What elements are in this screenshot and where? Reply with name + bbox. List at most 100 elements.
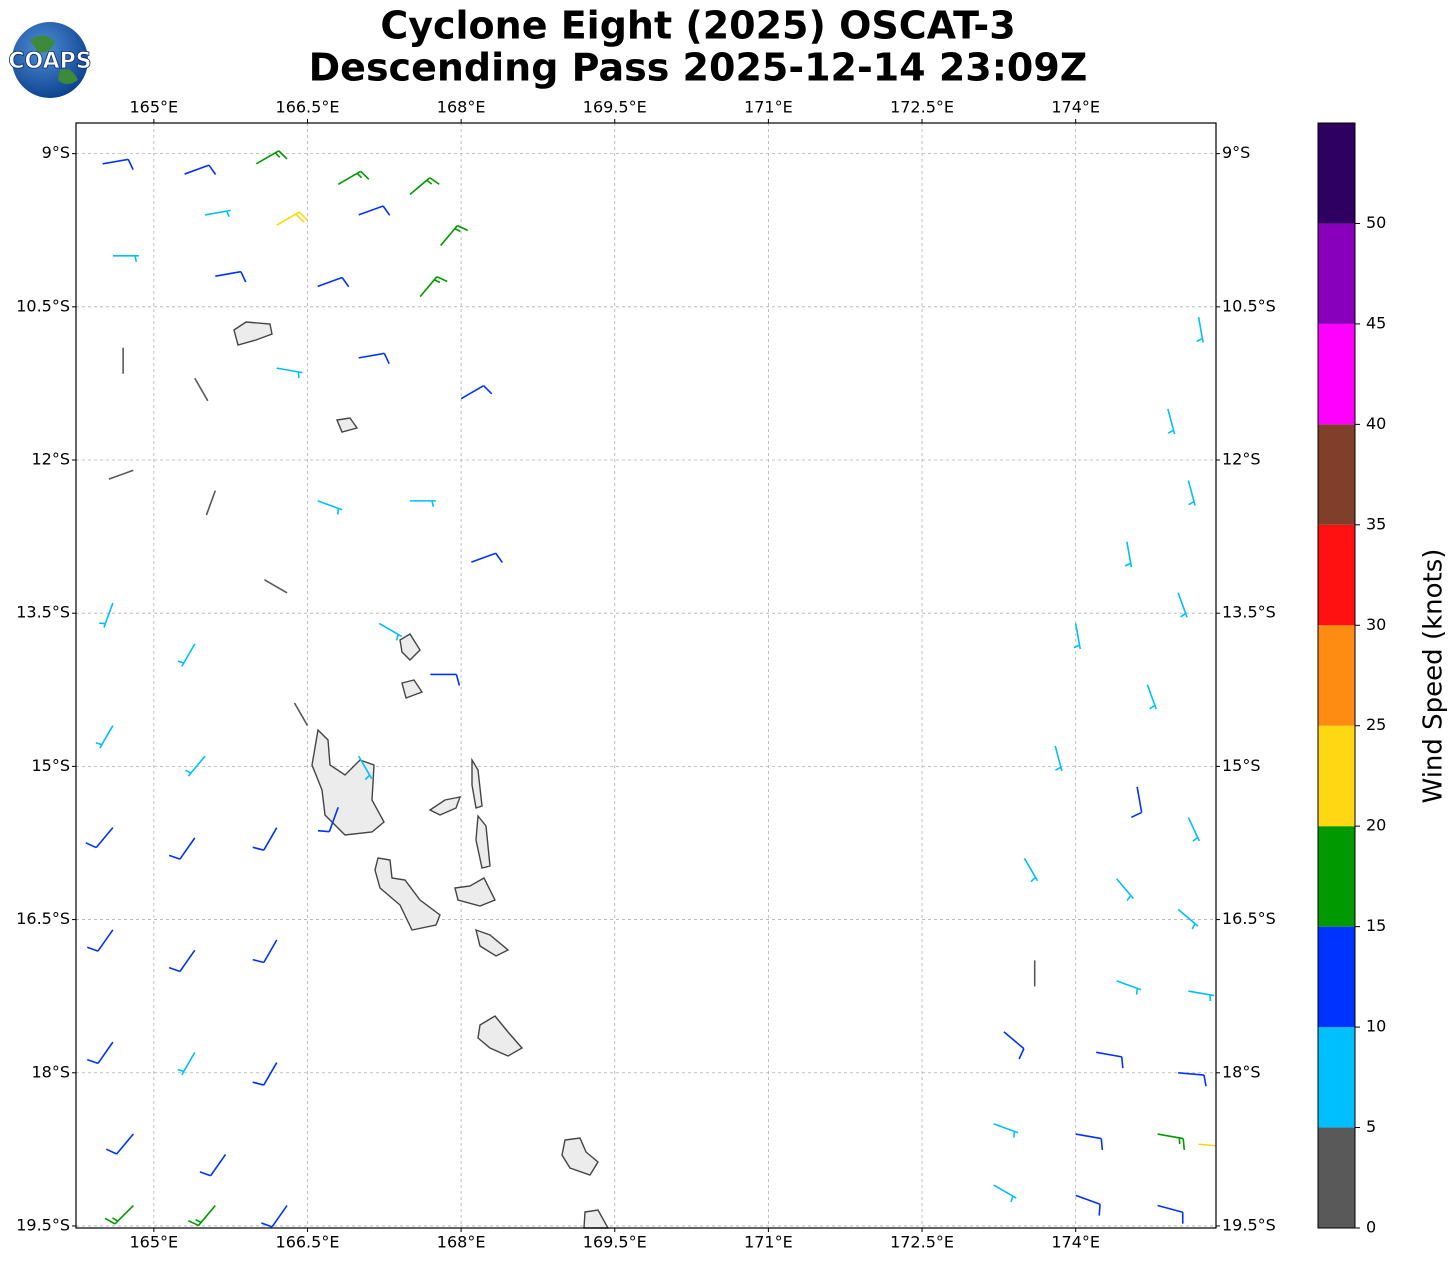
colorbar-tick-label: 25: [1366, 715, 1386, 734]
wind-barb: [85, 827, 114, 849]
y-tick-label: 9°S: [42, 143, 70, 162]
wind-barb: [105, 1133, 134, 1155]
wind-barb: [255, 150, 288, 165]
wind-barb: [378, 622, 403, 641]
wind-barb: [168, 837, 196, 860]
wind-barb: [1187, 817, 1201, 842]
x-tick-label: 172.5°E: [890, 98, 954, 117]
x-tick-label: 172.5°E: [890, 1233, 954, 1252]
x-tick-label: 169.5°E: [583, 98, 647, 117]
x-tick-label: 171°E: [744, 1233, 793, 1252]
wind-barb: [1178, 1071, 1207, 1087]
y-tick-label: 13.5°S: [16, 603, 70, 622]
colorbar-label: Wind Speed (knots): [1419, 549, 1449, 804]
wind-barb: [276, 211, 308, 226]
wind-barb: [194, 377, 209, 402]
x-tick-label: 171°E: [744, 98, 793, 117]
island: [374, 857, 441, 931]
wind-barb: [86, 1041, 114, 1065]
wind-barb: [168, 949, 196, 973]
island: [428, 796, 462, 816]
island: [336, 417, 359, 433]
wind-barb: [99, 602, 114, 628]
wind-barb: [471, 552, 504, 564]
wind-barb: [1003, 1031, 1025, 1060]
colorbar-segment: [1318, 926, 1355, 1028]
wind-barb: [440, 224, 469, 247]
colorbar-tick-label: 50: [1366, 213, 1386, 232]
wind-barb: [264, 579, 288, 594]
island: [401, 679, 424, 699]
wind-barb: [337, 170, 370, 185]
wind-barb: [252, 1062, 278, 1086]
wind-barb: [1177, 908, 1199, 930]
logo-text: COAPS: [8, 49, 91, 74]
x-tick-label: 168°E: [437, 98, 486, 117]
island: [233, 321, 273, 346]
wind-barb: [184, 164, 217, 175]
wind-barb: [1177, 592, 1188, 618]
colorbar-tick-label: 10: [1366, 1017, 1386, 1036]
colorbar-segment: [1318, 625, 1355, 726]
x-tick-label: 166.5°E: [276, 1233, 340, 1252]
wind-barb: [104, 1204, 134, 1225]
wind-barb: [108, 469, 134, 480]
y-tick-label: 13.5°S: [1222, 603, 1276, 622]
y-tick-label: 18°S: [31, 1062, 70, 1081]
wind-barb: [1116, 878, 1134, 902]
colorbar-tick-label: 15: [1366, 916, 1386, 935]
wind-barb: [1167, 408, 1176, 435]
wind-barb: [419, 275, 448, 298]
wind-barb: [102, 158, 134, 170]
title: Cyclone Eight (2025) OSCAT-3: [380, 4, 1015, 48]
map-background: [76, 123, 1216, 1228]
logo-land: [30, 35, 78, 84]
wind-barb: [293, 702, 309, 726]
colorbar-segment: [1318, 524, 1355, 626]
colorbar-segment: [1318, 1127, 1355, 1228]
wind-barb: [1075, 1194, 1101, 1216]
island: [399, 633, 421, 661]
y-tick-label: 16.5°S: [1222, 909, 1276, 928]
wind-barb: [1130, 786, 1143, 819]
axes: 165°E 165°E 166.5°E 166.5°E 168°E 168°E 169.5°…: [16, 98, 1276, 1252]
wind-barb: [199, 1154, 227, 1177]
wind-barb: [177, 1051, 196, 1076]
y-tick-label: 15°S: [1222, 756, 1261, 775]
wind-barb: [358, 205, 391, 216]
x-tick-label: 169.5°E: [583, 1233, 647, 1252]
wind-barb: [112, 254, 139, 262]
wind-barb: [358, 755, 373, 781]
wind-barb: [409, 177, 440, 196]
subtitle: Descending Pass 2025-12-14 23:09Z: [309, 46, 1088, 90]
barbs: [85, 150, 1216, 1228]
island: [477, 1015, 524, 1057]
wind-barb: [1146, 684, 1158, 710]
wind-barb: [1075, 1133, 1104, 1150]
colorbar-tick-label: 5: [1366, 1117, 1376, 1136]
wind-barb: [261, 1205, 288, 1228]
wind-barb: [430, 673, 461, 686]
x-tick-label: 174°E: [1051, 98, 1100, 117]
colorbar-segment: [1318, 223, 1355, 324]
colorbar-tick-label: 0: [1366, 1218, 1376, 1237]
colorbar-segment: [1318, 323, 1355, 425]
wind-barb: [317, 806, 339, 833]
wind-barb: [1157, 1204, 1184, 1224]
island: [475, 928, 510, 957]
y-tick-label: 19.5°S: [16, 1215, 70, 1234]
wind-barb: [187, 1205, 216, 1227]
wind-barb: [1188, 990, 1215, 1002]
island: [454, 877, 496, 907]
wind-barb: [1096, 1051, 1124, 1069]
colorbar-tick-label: 40: [1366, 414, 1386, 433]
wind-barb: [317, 500, 343, 515]
wind-barb: [252, 939, 278, 964]
x-tick-label: 168°E: [437, 1233, 486, 1252]
wind-barb: [460, 385, 493, 400]
wind-barb: [185, 755, 206, 777]
wind-barb: [215, 270, 247, 283]
wind-barb: [993, 1184, 1017, 1203]
wind-barb: [317, 276, 350, 288]
colorbar-segment: [1318, 725, 1355, 827]
